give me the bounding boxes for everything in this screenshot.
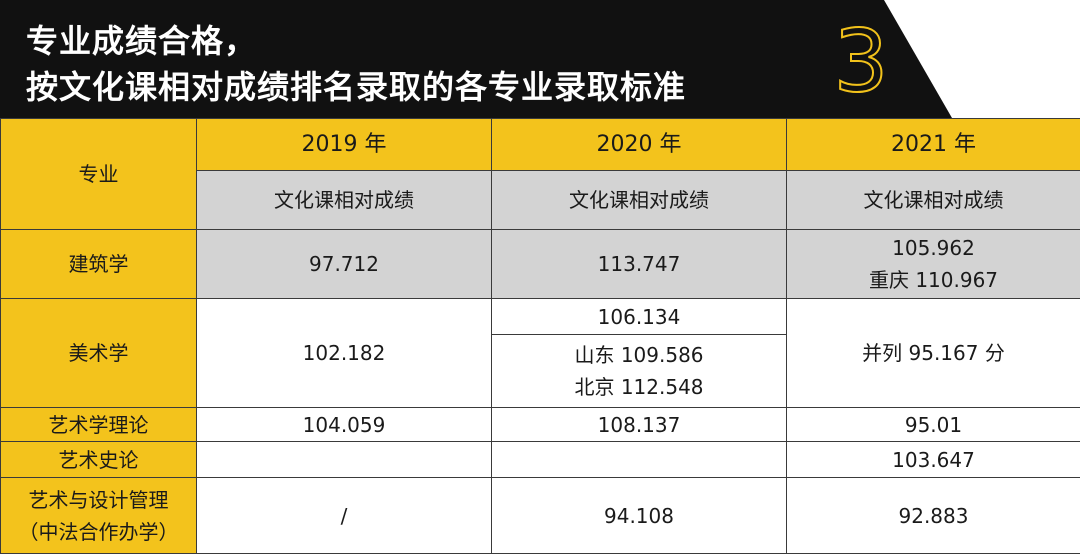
major-column-header: 专业 — [1, 119, 197, 230]
table-row: 艺术学理论 104.059 108.137 95.01 — [1, 408, 1080, 442]
major-name: 建筑学 — [1, 230, 197, 299]
score-2019: / — [197, 478, 492, 554]
score-2020: 113.747 — [492, 230, 787, 299]
score-2020: 94.108 — [492, 478, 787, 554]
admission-standards-table: 专业 2019 年 2020 年 2021 年 文化课相对成绩 文化课相对成绩 … — [0, 118, 1080, 554]
sub-header-2020: 文化课相对成绩 — [492, 171, 787, 230]
sub-header-2021: 文化课相对成绩 — [787, 171, 1080, 230]
score-2019: 97.712 — [197, 230, 492, 299]
score-2019 — [197, 442, 492, 478]
year-header-2021: 2021 年 — [787, 119, 1080, 171]
sub-header-2019: 文化课相对成绩 — [197, 171, 492, 230]
table-row: 美术学 102.182 106.134 并列 95.167 分 — [1, 299, 1080, 335]
title-line-2: 按文化课相对成绩排名录取的各专业录取标准 — [26, 62, 686, 108]
table-row: 建筑学 97.712 113.747 105.962 重庆 110.967 — [1, 230, 1080, 299]
score-2021-line-2: 重庆 110.967 — [787, 264, 1080, 296]
major-name: 艺术与设计管理 （中法合作办学） — [1, 478, 197, 554]
score-2021: 105.962 重庆 110.967 — [787, 230, 1080, 299]
table-row: 艺术与设计管理 （中法合作办学） / 94.108 92.883 — [1, 478, 1080, 554]
score-2020-line-3: 北京 112.548 — [492, 371, 786, 403]
score-2021-line-1: 105.962 — [787, 232, 1080, 264]
year-header-2019: 2019 年 — [197, 119, 492, 171]
major-name-line-2: （中法合作办学） — [1, 516, 196, 548]
score-2020-lines-2-3: 山东 109.586 北京 112.548 — [492, 335, 787, 408]
section-number-badge: 3 — [826, 18, 896, 106]
score-2020: 108.137 — [492, 408, 787, 442]
score-2021: 并列 95.167 分 — [787, 299, 1080, 408]
major-name-line-1: 艺术与设计管理 — [1, 484, 196, 516]
major-name: 美术学 — [1, 299, 197, 408]
title-line-1: 专业成绩合格， — [26, 16, 257, 62]
score-2021: 95.01 — [787, 408, 1080, 442]
score-2021: 103.647 — [787, 442, 1080, 478]
score-2019: 104.059 — [197, 408, 492, 442]
score-2020 — [492, 442, 787, 478]
year-header-2020: 2020 年 — [492, 119, 787, 171]
score-2020-line-2: 山东 109.586 — [492, 339, 786, 371]
table-row: 艺术史论 103.647 — [1, 442, 1080, 478]
title-banner: 专业成绩合格， 按文化课相对成绩排名录取的各专业录取标准 3 — [0, 0, 1080, 118]
score-2020-line-1: 106.134 — [492, 299, 787, 335]
score-2019: 102.182 — [197, 299, 492, 408]
major-name: 艺术史论 — [1, 442, 197, 478]
score-2021: 92.883 — [787, 478, 1080, 554]
major-name: 艺术学理论 — [1, 408, 197, 442]
